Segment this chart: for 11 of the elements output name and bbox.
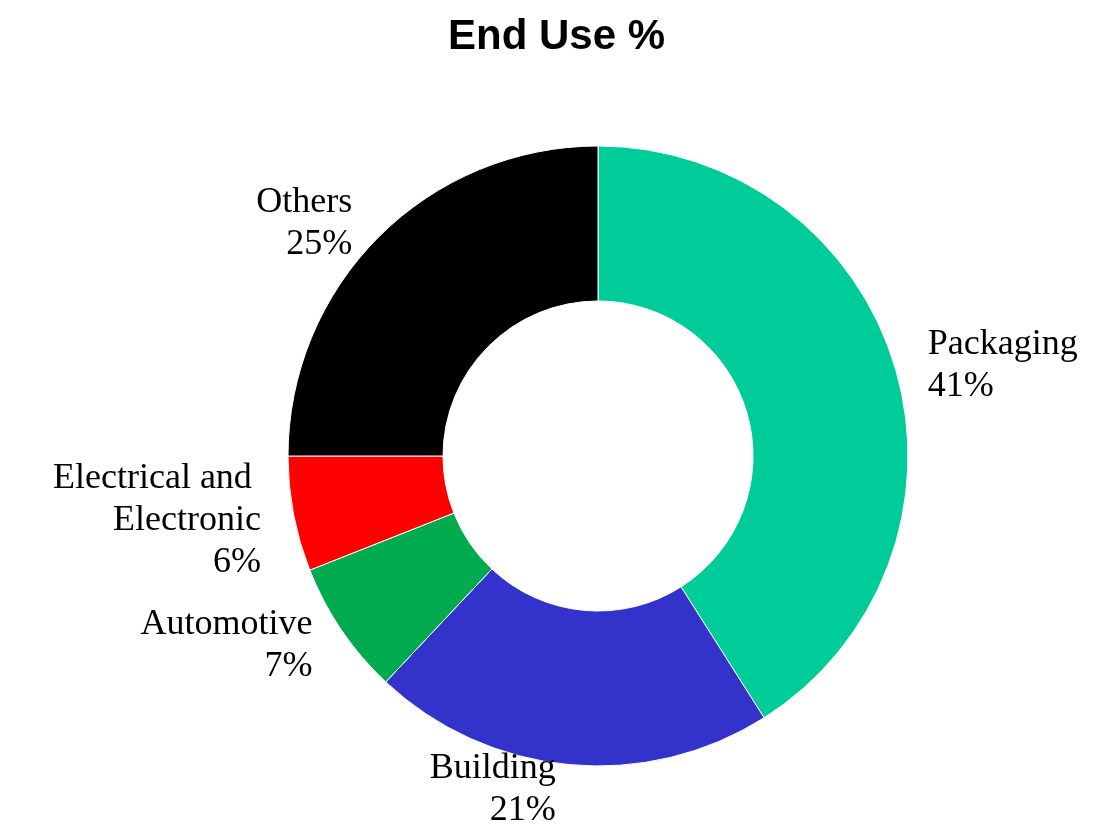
slice-label: Building (429, 745, 556, 786)
slice-label: Others (256, 180, 353, 221)
data-label: 41% (927, 364, 994, 405)
data-label: 25% (286, 222, 353, 263)
slice-label: Automotive (140, 601, 313, 642)
data-label: 7% (264, 643, 313, 684)
slice-label: Electrical and Electronic (52, 456, 261, 539)
data-label: 6% (212, 540, 261, 581)
slice-label: Packaging (927, 322, 1078, 363)
chart-title: End Use % (447, 10, 666, 58)
data-label: 21% (489, 787, 556, 828)
